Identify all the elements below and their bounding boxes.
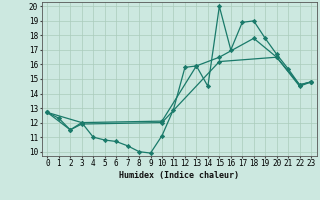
X-axis label: Humidex (Indice chaleur): Humidex (Indice chaleur) — [119, 171, 239, 180]
